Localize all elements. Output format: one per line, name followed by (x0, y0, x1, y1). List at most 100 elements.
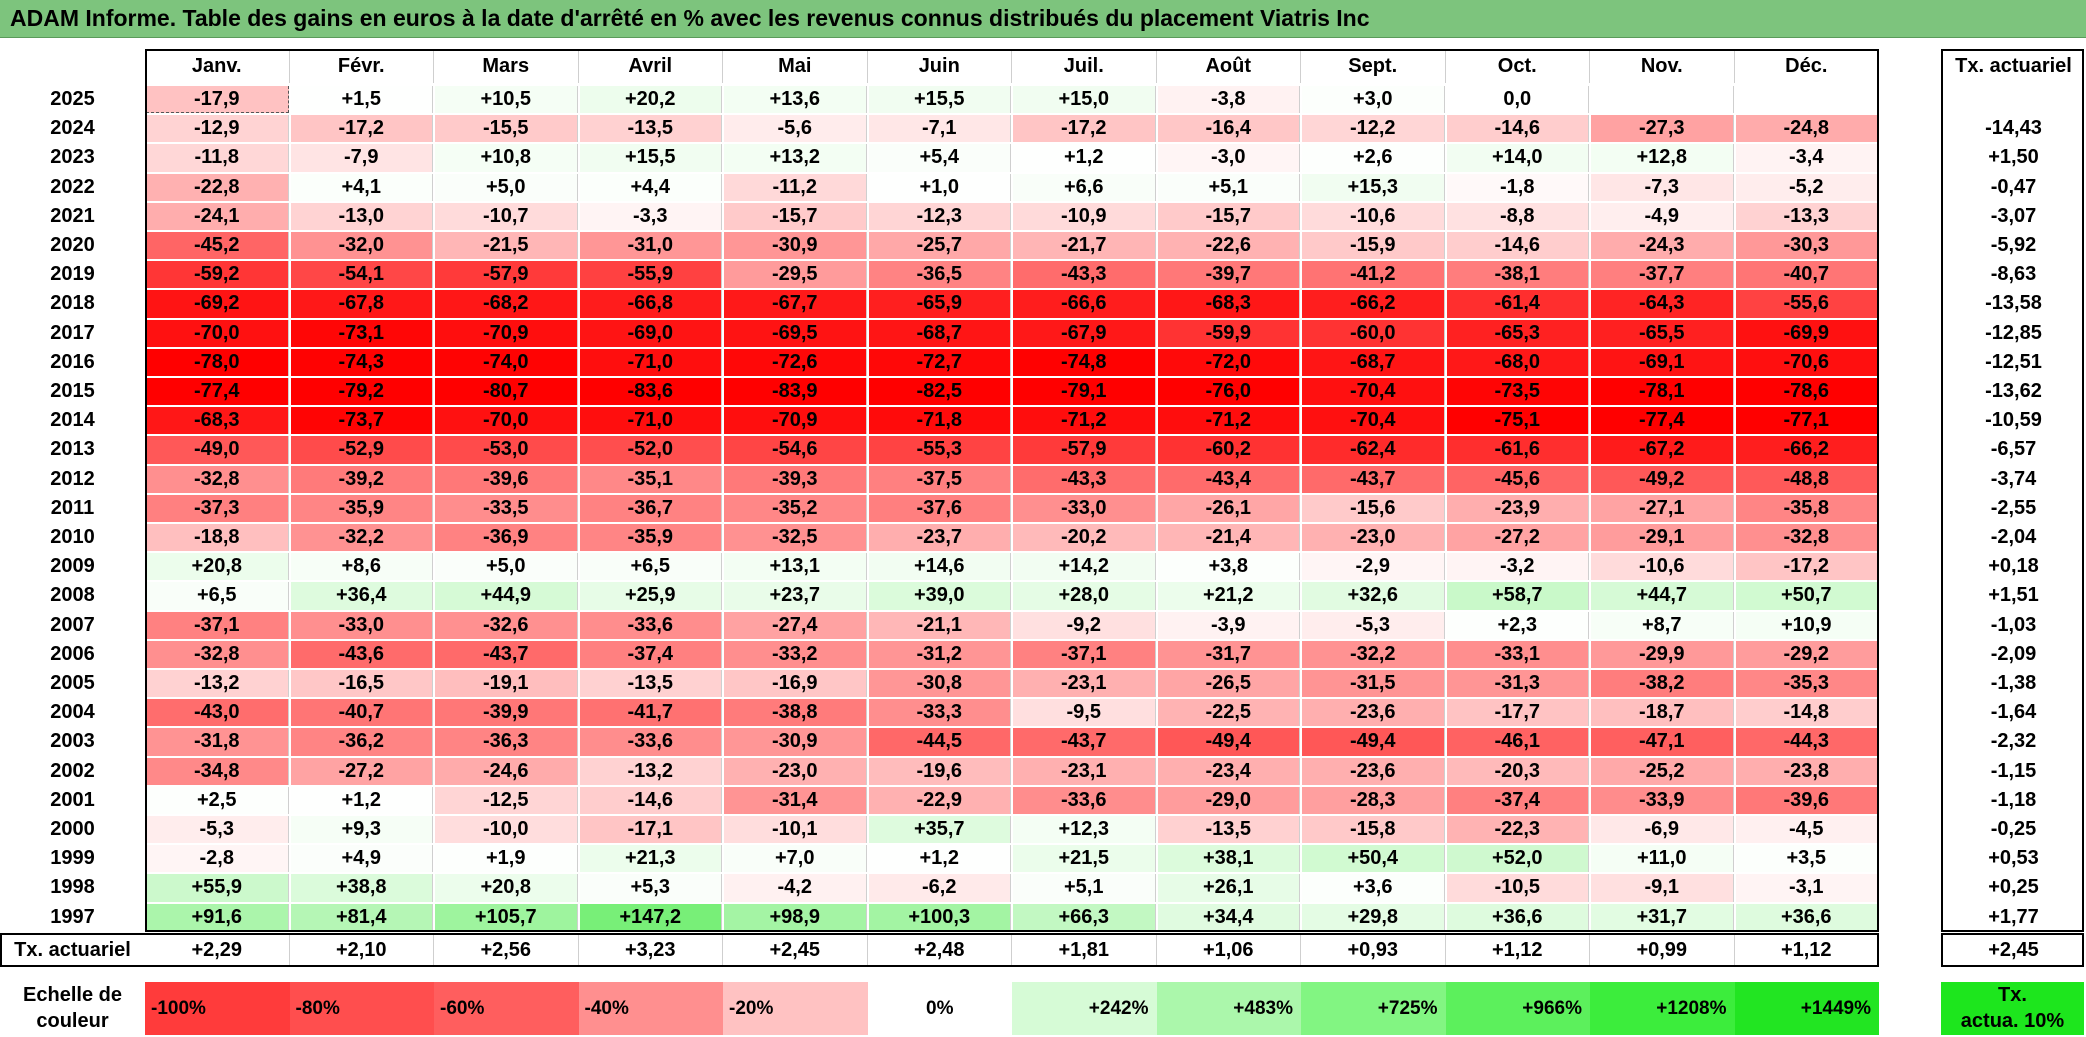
table-cell: -46,1 (1446, 728, 1589, 756)
table-cell: -38,1 (1446, 261, 1589, 289)
summary-cell: +2,48 (868, 935, 1012, 965)
annual-cell: +0,53 (1988, 847, 2039, 870)
table-cell: -45,2 (146, 232, 289, 260)
year-label: 2003 (50, 730, 95, 753)
table-cell: -78,6 (1735, 378, 1878, 406)
table-cell: -33,0 (290, 611, 433, 639)
table-cell: -13,5 (1157, 816, 1300, 844)
table-cell: -12,9 (146, 115, 289, 143)
table-cell: -64,3 (1591, 290, 1734, 318)
table-cell: +13,1 (724, 553, 867, 581)
year-label: 2005 (50, 672, 95, 695)
table-cell: -13,0 (290, 202, 433, 230)
table-cell: -36,2 (290, 728, 433, 756)
table-cell: -11,8 (146, 144, 289, 172)
year-label: 2023 (50, 146, 95, 169)
table-cell: +105,7 (435, 903, 578, 931)
table-cell: -17,1 (579, 816, 722, 844)
table-cell: +15,5 (579, 144, 722, 172)
table-cell: -33,1 (1446, 640, 1589, 668)
table-cell: +23,7 (724, 582, 867, 610)
annual-cell: -2,32 (1990, 730, 2037, 753)
table-cell: -32,6 (435, 611, 578, 639)
year-label: 2013 (50, 438, 95, 461)
annual-color-scale: Tx. actua. 10% (1941, 982, 2084, 1035)
summary-cell: +1,06 (1157, 935, 1301, 965)
color-scale-step: -20% (723, 982, 868, 1035)
table-cell: +5,4 (868, 144, 1011, 172)
table-cell: -10,5 (1446, 874, 1589, 902)
table-cell: +2,3 (1446, 611, 1589, 639)
table-cell: -15,7 (1157, 202, 1300, 230)
table-cell: -52,0 (579, 436, 722, 464)
color-scale-step: +725% (1301, 982, 1446, 1035)
annual-cell: -0,47 (1990, 175, 2037, 198)
annual-cell: -2,55 (1990, 496, 2037, 519)
table-cell: -23,1 (1013, 757, 1156, 785)
table-cell: -5,2 (1735, 173, 1878, 201)
table-cell: -67,8 (290, 290, 433, 318)
table-cell: -13,3 (1735, 202, 1878, 230)
table-cell: -21,7 (1013, 232, 1156, 260)
table-cell: +32,6 (1302, 582, 1445, 610)
table-cell: -61,4 (1446, 290, 1589, 318)
table-cell: -35,1 (579, 465, 722, 493)
table-cell: -3,1 (1735, 874, 1878, 902)
table-cell: +28,0 (1013, 582, 1156, 610)
year-label: 1999 (50, 847, 95, 870)
table-cell: -55,3 (868, 436, 1011, 464)
table-cell: -35,9 (290, 494, 433, 522)
table-cell: -29,9 (1591, 640, 1734, 668)
color-scale-step: +966% (1445, 982, 1590, 1035)
table-cell: +26,1 (1157, 874, 1300, 902)
table-cell: -23,6 (1302, 699, 1445, 727)
color-scale-title-line1: Echelle de (23, 984, 122, 1006)
table-cell: -27,2 (1446, 524, 1589, 552)
table-cell: -66,6 (1013, 290, 1156, 318)
annual-cell: -2,04 (1990, 526, 2037, 549)
table-cell: -71,2 (1157, 407, 1300, 435)
table-cell: -40,7 (290, 699, 433, 727)
table-cell: -59,9 (1157, 319, 1300, 347)
table-cell: -11,2 (724, 173, 867, 201)
table-cell (1591, 86, 1734, 114)
table-cell: +9,3 (290, 816, 433, 844)
month-header: Nov. (1590, 49, 1735, 83)
table-cell: +12,8 (1591, 144, 1734, 172)
table-cell: +3,5 (1735, 845, 1878, 873)
year-label: 2012 (50, 467, 95, 490)
summary-cell: +2,45 (723, 935, 868, 965)
color-scale-step: -100% (145, 982, 290, 1035)
month-header: Juil. (1012, 49, 1157, 83)
table-cell: -43,0 (146, 699, 289, 727)
table-cell: -37,3 (146, 494, 289, 522)
table-cell: -34,8 (146, 757, 289, 785)
year-label: 2022 (50, 175, 95, 198)
table-cell: -68,3 (146, 407, 289, 435)
table-cell: -69,1 (1591, 348, 1734, 376)
year-label: 2021 (50, 204, 95, 227)
table-cell: -43,3 (1013, 261, 1156, 289)
table-cell: -70,9 (724, 407, 867, 435)
annual-cell: +1,51 (1988, 584, 2039, 607)
table-cell: +91,6 (146, 903, 289, 931)
table-cell: +5,1 (1013, 874, 1156, 902)
table-cell: -10,9 (1013, 202, 1156, 230)
table-cell: -21,5 (435, 232, 578, 260)
table-cell: -72,6 (724, 348, 867, 376)
table-cell: -29,0 (1157, 786, 1300, 814)
table-cell: -17,2 (1013, 115, 1156, 143)
year-label: 2016 (50, 350, 95, 373)
table-cell: -70,9 (435, 319, 578, 347)
table-cell: -65,5 (1591, 319, 1734, 347)
annual-cell: -5,92 (1990, 234, 2037, 257)
color-scale-step: -60% (434, 982, 579, 1035)
year-label: 2007 (50, 613, 95, 636)
table-cell: -33,5 (435, 494, 578, 522)
month-header: Mai (723, 49, 868, 83)
table-cell: -71,8 (868, 407, 1011, 435)
table-cell: -72,0 (1157, 348, 1300, 376)
color-scale-step: +1208% (1590, 982, 1735, 1035)
table-cell: -35,2 (724, 494, 867, 522)
table-cell: +14,0 (1446, 144, 1589, 172)
